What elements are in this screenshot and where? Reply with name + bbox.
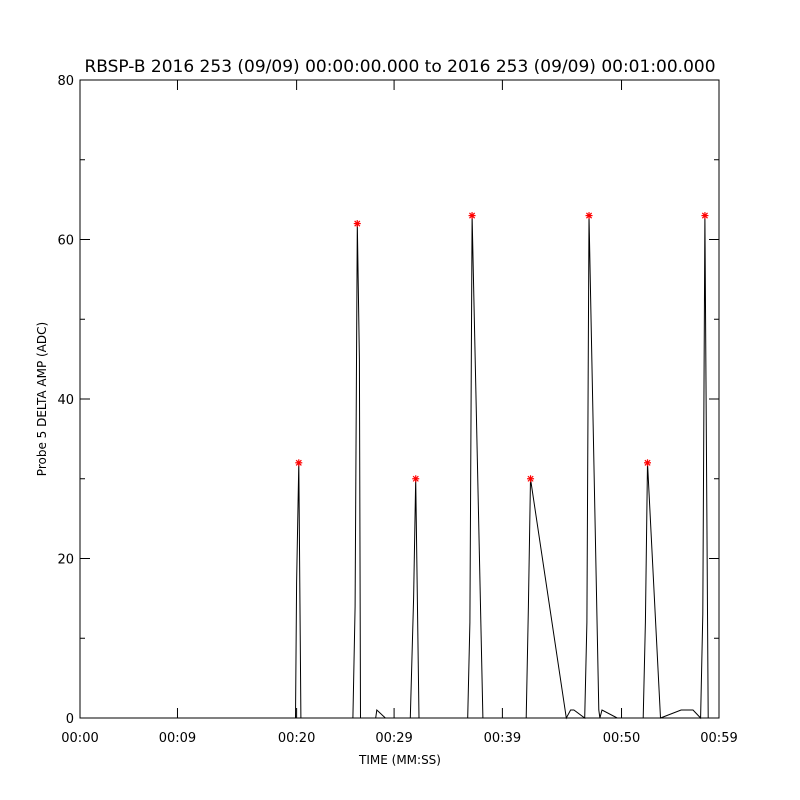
peak-marker: [468, 212, 476, 220]
plot-frame: [79, 79, 720, 719]
x-tick-label: 00:39: [484, 731, 521, 746]
chart-title: RBSP-B 2016 253 (09/09) 00:00:00.000 to …: [84, 57, 715, 77]
x-tick-label: 00:20: [278, 731, 315, 746]
peak-marker: [527, 475, 535, 483]
peak-marker: [701, 212, 709, 220]
x-tick-label: 00:29: [375, 731, 412, 746]
y-tick-label: 20: [57, 553, 74, 568]
peak-marker: [412, 475, 420, 483]
x-axis-ticks: 00:00 00:09 00:20 00:29 00:39 00:50 00:59: [61, 80, 738, 746]
peak-marker: [353, 220, 361, 228]
series-line: [80, 215, 719, 720]
x-tick-label: 00:50: [603, 731, 640, 746]
x-tick-label: 00:59: [700, 731, 737, 746]
x-tick-label: 00:00: [61, 731, 98, 746]
y-axis-label: Probe 5 DELTA AMP (ADC): [35, 322, 49, 476]
y-tick-label: 40: [57, 393, 74, 408]
x-axis-label: TIME (MM:SS): [358, 753, 441, 767]
peak-marker: [585, 212, 593, 220]
peak-marker: [295, 459, 303, 467]
x-tick-label: 00:09: [159, 731, 196, 746]
y-tick-label: 60: [57, 234, 74, 249]
peak-marker: [644, 459, 652, 467]
y-axis-ticks: 0 20 40 60 80: [57, 74, 719, 727]
y-tick-label: 0: [66, 712, 74, 727]
plot-series: [80, 212, 719, 720]
y-tick-label: 80: [57, 74, 74, 89]
